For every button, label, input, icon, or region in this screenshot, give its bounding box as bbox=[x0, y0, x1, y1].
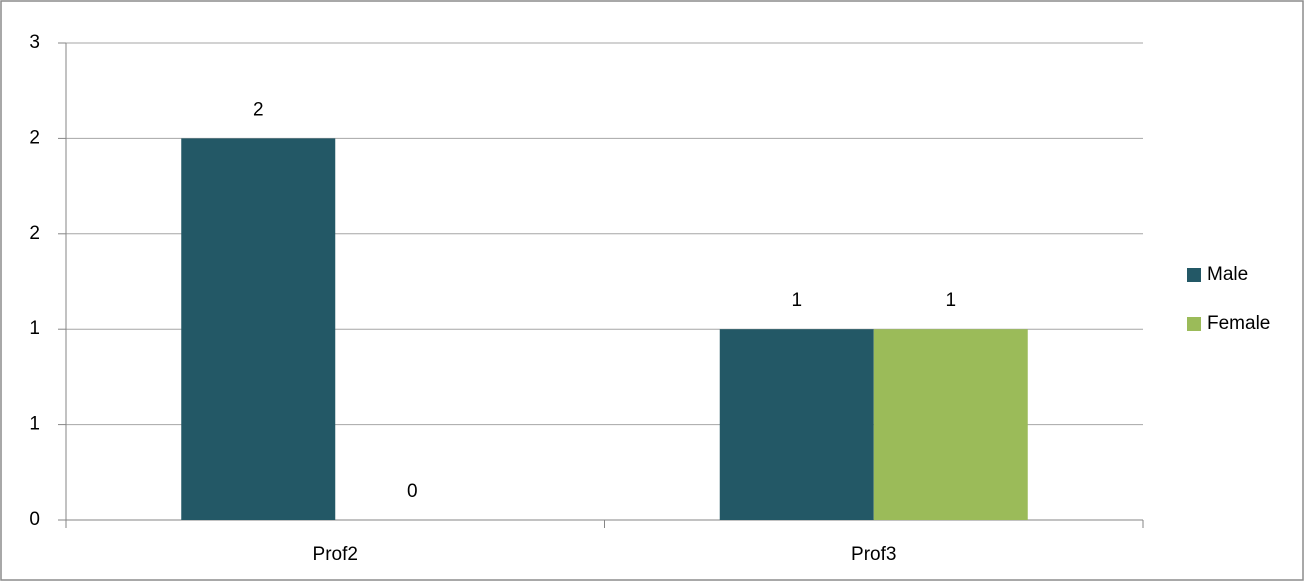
value-label: 1 bbox=[791, 290, 802, 311]
y-tick-label: 2 bbox=[29, 223, 40, 244]
value-label: 0 bbox=[407, 481, 418, 502]
legend-swatch bbox=[1187, 268, 1201, 282]
x-tick-label: Prof2 bbox=[313, 544, 358, 565]
value-label: 1 bbox=[945, 290, 956, 311]
bar bbox=[181, 138, 336, 520]
legend-label: Male bbox=[1207, 264, 1248, 285]
bar bbox=[719, 329, 874, 520]
bar bbox=[873, 329, 1028, 520]
y-tick-label: 3 bbox=[29, 32, 40, 53]
y-tick-label: 1 bbox=[29, 318, 40, 339]
value-label: 2 bbox=[253, 99, 264, 120]
y-tick-label: 0 bbox=[29, 509, 40, 530]
legend-swatch bbox=[1187, 317, 1201, 331]
y-tick-label: 1 bbox=[29, 414, 40, 435]
x-tick-label: Prof3 bbox=[851, 544, 896, 565]
y-tick-label: 2 bbox=[29, 127, 40, 148]
legend-label: Female bbox=[1207, 313, 1270, 334]
